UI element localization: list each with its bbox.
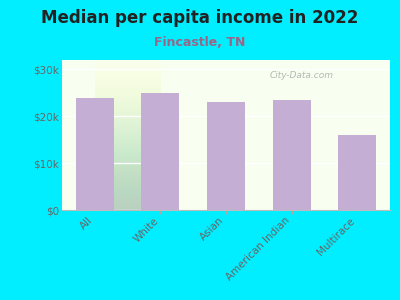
Text: Fincastle, TN: Fincastle, TN (154, 36, 246, 49)
Bar (207, 102, 245, 210)
Bar (141, 93, 180, 210)
Text: City-Data.com: City-Data.com (270, 70, 334, 80)
Bar (76, 98, 114, 210)
Bar (338, 135, 376, 210)
Bar (272, 100, 311, 210)
Text: Median per capita income in 2022: Median per capita income in 2022 (41, 9, 359, 27)
